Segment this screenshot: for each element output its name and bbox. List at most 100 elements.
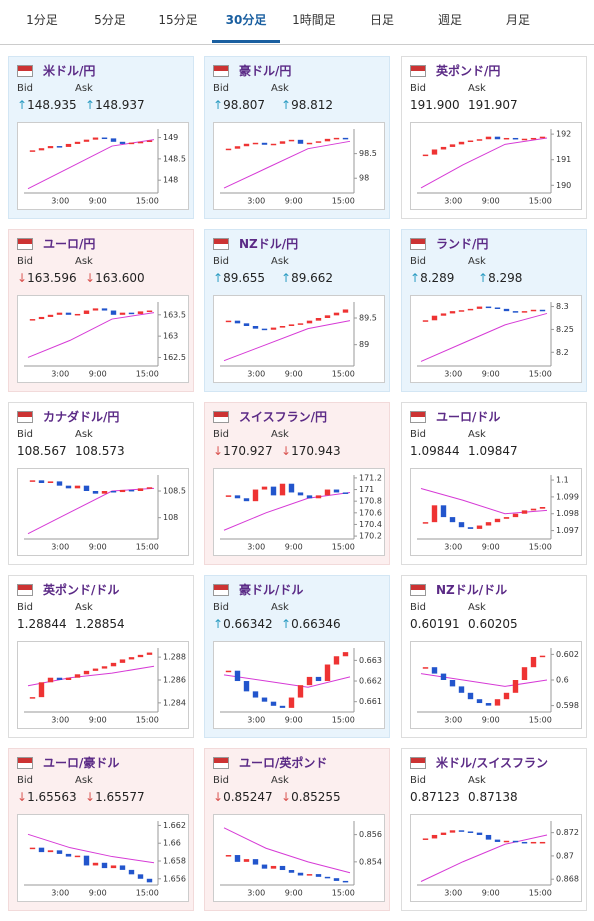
candle — [449, 144, 456, 147]
ma-line — [27, 139, 155, 190]
y-tick-label: 170.6 — [359, 508, 382, 517]
y-tick-label: 0.854 — [359, 857, 382, 866]
tab[interactable]: 日足 — [369, 13, 394, 27]
y-tick-label: 170.8 — [359, 497, 382, 506]
candle — [110, 865, 117, 869]
candle — [243, 859, 250, 862]
candle — [38, 480, 45, 483]
mini-chart: 1.662 1.66 1.658 1.656 3:00 9:00 15:00 — [17, 814, 189, 902]
ma-line — [27, 833, 155, 864]
candle — [74, 855, 81, 858]
currency-card[interactable]: ユーロ/ドル Bid Ask 1.09844 1.09847 1.1 1.099 1.098 1… — [401, 402, 587, 565]
ma-line — [27, 487, 155, 535]
candle — [494, 699, 501, 706]
candle — [297, 872, 304, 876]
candle — [38, 682, 45, 698]
tab[interactable]: 5分足 — [94, 13, 126, 27]
candle — [146, 652, 153, 655]
currency-card[interactable]: 英ポンド/ドル Bid Ask 1.28844 1.28854 1.288 1.286 1.2… — [8, 575, 194, 738]
y-tick-label: 8.2 — [556, 348, 569, 357]
candle — [521, 510, 528, 514]
candle — [270, 486, 277, 496]
currency-card[interactable]: カナダドル/円 Bid Ask 108.567 108.573 108.5 108 3:00 9… — [8, 402, 194, 565]
candle — [458, 310, 465, 312]
candle — [110, 138, 117, 142]
candle — [530, 656, 537, 668]
tab[interactable]: 月足 — [505, 13, 530, 27]
candle — [83, 485, 90, 491]
candle — [431, 315, 438, 321]
candle — [270, 143, 277, 146]
candle — [38, 148, 45, 151]
x-tick-label: 3:00 — [51, 543, 69, 552]
mini-chart: 8.3 8.25 8.2 3:00 9:00 15:00 — [410, 295, 582, 383]
candle — [137, 654, 144, 658]
candle — [252, 326, 259, 329]
candle — [225, 320, 232, 323]
tab[interactable]: 15分足 — [158, 13, 198, 27]
candle — [306, 320, 313, 324]
currency-card[interactable]: ランド/円 Bid Ask 8.289 8.298 8.3 8.25 8.2 3:00 9:00 1… — [401, 229, 587, 392]
mini-chart: 192 191 190 3:00 9:00 15:00 — [410, 122, 582, 210]
currency-card[interactable]: ユーロ/豪ドル Bid Ask 1.65563 1.65577 1.662 1.66 1.65… — [8, 748, 194, 911]
candle — [146, 140, 153, 143]
y-tick-label: 0.661 — [359, 697, 382, 706]
chart-svg: 89.5 89 3:00 9:00 15:00 — [220, 302, 377, 379]
candle — [485, 136, 492, 140]
pair-name: ユーロ/豪ドル — [43, 756, 120, 770]
candle — [110, 662, 117, 667]
candle — [539, 655, 546, 658]
ma-line — [420, 137, 548, 189]
candle — [137, 311, 144, 314]
candle — [422, 838, 429, 840]
candle — [503, 517, 510, 519]
candle — [539, 309, 546, 312]
bid-value: 98.807 — [213, 98, 265, 112]
currency-card[interactable]: 米ドル/スイスフラン Bid Ask 0.87123 0.87138 0.872 0.87 0… — [401, 748, 587, 911]
mini-chart: 1.1 1.099 1.098 1.097 3:00 9:00 15:00 — [410, 468, 582, 556]
candle — [128, 312, 135, 315]
tab[interactable]: 1分足 — [26, 13, 58, 27]
tab[interactable]: 30分足 — [212, 0, 280, 43]
candle — [234, 146, 241, 149]
candle — [92, 137, 99, 140]
x-tick-label: 15:00 — [332, 197, 355, 206]
candle — [119, 141, 126, 144]
candle — [288, 483, 295, 493]
candle — [333, 312, 340, 316]
candle — [476, 306, 483, 309]
currency-card[interactable]: NZドル/円 Bid Ask 89.655 89.662 89.5 89 3:00 9:00 15… — [204, 229, 390, 392]
currency-card[interactable]: 豪ドル/円 Bid Ask 98.807 98.812 98.5 98 3:00 9:00 15:… — [204, 56, 390, 219]
bid-label: Bid — [17, 83, 33, 94]
tab[interactable]: 1時間足 — [292, 13, 336, 27]
ma-line — [223, 320, 351, 362]
currency-card[interactable]: スイスフラン/円 Bid Ask 170.927 170.943 171.2 171 170.… — [204, 402, 390, 565]
candle — [47, 677, 54, 683]
candle — [83, 139, 90, 142]
candle — [476, 139, 483, 141]
y-tick-label: 108.5 — [163, 487, 186, 496]
ma-line — [223, 674, 351, 688]
candle — [128, 657, 135, 660]
currency-card[interactable]: ユーロ/円 Bid Ask 163.596 163.600 163.5 163 162.5 3:… — [8, 229, 194, 392]
candle — [65, 143, 72, 147]
bid-value: 0.87123 — [410, 790, 460, 804]
candle — [38, 847, 45, 853]
currency-card[interactable]: 米ドル/円 Bid Ask 148.935 148.937 149 148.5 148 3:00… — [8, 56, 194, 219]
chart-svg: 149 148.5 148 3:00 9:00 15:00 — [24, 129, 186, 206]
candle — [29, 697, 36, 699]
currency-card[interactable]: 英ポンド/円 Bid Ask 191.900 191.907 192 191 190 3:00 9… — [401, 56, 587, 219]
tab[interactable]: 週足 — [437, 13, 462, 27]
currency-card[interactable]: 豪ドル/ドルBidAsk0.663420.663460.6630.6620.66… — [204, 575, 390, 738]
mini-chart: 149 148.5 148 3:00 9:00 15:00 — [17, 122, 189, 210]
currency-card[interactable]: NZドル/ドル Bid Ask 0.60191 0.60205 0.602 0.6 0.598… — [401, 575, 587, 738]
y-tick-label: 0.663 — [359, 656, 382, 665]
candle — [65, 677, 72, 680]
currency-card[interactable]: ユーロ/英ポンド Bid Ask 0.85247 0.85255 0.856 0.854 3:… — [204, 748, 390, 911]
y-tick-label: 1.284 — [163, 698, 186, 707]
x-tick-label: 3:00 — [247, 543, 265, 552]
flag-icon — [17, 757, 33, 769]
candle — [261, 697, 268, 702]
candle — [279, 865, 286, 871]
mini-chart: 0.663 0.662 0.661 3:00 9:00 15:00 — [213, 641, 385, 729]
